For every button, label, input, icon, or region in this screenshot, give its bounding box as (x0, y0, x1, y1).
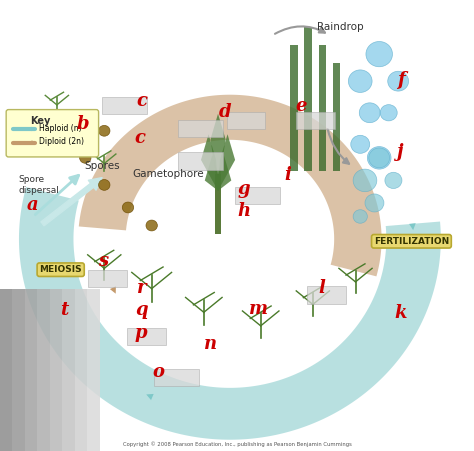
Bar (333, 63, 340, 171)
Circle shape (367, 147, 391, 169)
Bar (235, 187, 280, 204)
Polygon shape (216, 155, 231, 191)
Text: Raindrop: Raindrop (317, 22, 364, 32)
Text: p: p (135, 324, 147, 342)
Circle shape (61, 121, 72, 132)
Text: t: t (60, 301, 68, 319)
Bar (0, 289, 12, 451)
Text: Diploid (2n): Diploid (2n) (39, 137, 84, 146)
Text: o: o (153, 363, 165, 381)
Text: r: r (137, 279, 146, 297)
Bar (304, 27, 312, 171)
Polygon shape (205, 155, 220, 191)
Circle shape (365, 194, 384, 212)
Bar (178, 152, 223, 170)
Polygon shape (210, 114, 226, 191)
Circle shape (348, 70, 372, 92)
Bar (215, 174, 221, 234)
Circle shape (351, 135, 370, 153)
Circle shape (388, 71, 409, 91)
Text: c: c (134, 129, 146, 147)
Circle shape (369, 148, 390, 168)
Text: j: j (397, 143, 404, 161)
Circle shape (122, 202, 134, 213)
Bar (50, 289, 62, 451)
Text: Key: Key (30, 116, 50, 126)
Polygon shape (79, 95, 382, 276)
Bar (25, 289, 37, 451)
Bar (12, 289, 25, 451)
Text: MEIOSIS: MEIOSIS (39, 265, 82, 274)
Text: Copyright © 2008 Pearson Education, Inc., publishing as Pearson Benjamin Cumming: Copyright © 2008 Pearson Education, Inc.… (123, 442, 351, 447)
Text: m: m (249, 300, 268, 318)
Text: d: d (219, 103, 231, 121)
Polygon shape (201, 134, 218, 191)
Circle shape (385, 172, 402, 189)
Text: e: e (295, 97, 307, 115)
Text: Spores: Spores (84, 161, 120, 171)
Polygon shape (19, 187, 441, 440)
Text: s: s (98, 252, 109, 270)
Text: g: g (238, 179, 250, 198)
Circle shape (80, 152, 91, 163)
Circle shape (99, 125, 110, 136)
Text: a: a (27, 196, 38, 214)
Text: c: c (137, 92, 148, 110)
Circle shape (99, 179, 110, 190)
Polygon shape (218, 134, 235, 191)
Text: i: i (285, 166, 292, 184)
Bar (154, 369, 199, 386)
Text: k: k (394, 304, 407, 322)
Text: h: h (237, 202, 251, 220)
Text: l: l (318, 279, 325, 297)
Circle shape (353, 210, 367, 223)
Bar (87, 289, 100, 451)
Bar (307, 286, 346, 304)
Text: Spore
dispersal: Spore dispersal (18, 175, 59, 195)
Bar (127, 328, 166, 345)
Circle shape (359, 103, 380, 123)
Text: n: n (204, 335, 218, 353)
Bar (75, 289, 87, 451)
Bar (319, 45, 326, 171)
Bar (88, 270, 127, 287)
Bar (37, 289, 50, 451)
Bar (102, 97, 147, 114)
Text: Haploid (n): Haploid (n) (39, 124, 82, 133)
FancyBboxPatch shape (6, 110, 99, 157)
Text: q: q (135, 301, 147, 319)
Circle shape (146, 220, 157, 231)
Text: f: f (397, 71, 404, 89)
Text: FERTILIZATION: FERTILIZATION (374, 237, 449, 246)
Bar (290, 45, 298, 171)
Bar (296, 112, 335, 129)
Text: b: b (77, 115, 89, 133)
Bar (62, 289, 75, 451)
Text: Gametophore: Gametophore (132, 169, 204, 179)
Circle shape (366, 41, 392, 67)
Bar (227, 112, 265, 129)
Circle shape (380, 105, 397, 121)
Circle shape (353, 169, 377, 192)
Bar (178, 120, 223, 137)
